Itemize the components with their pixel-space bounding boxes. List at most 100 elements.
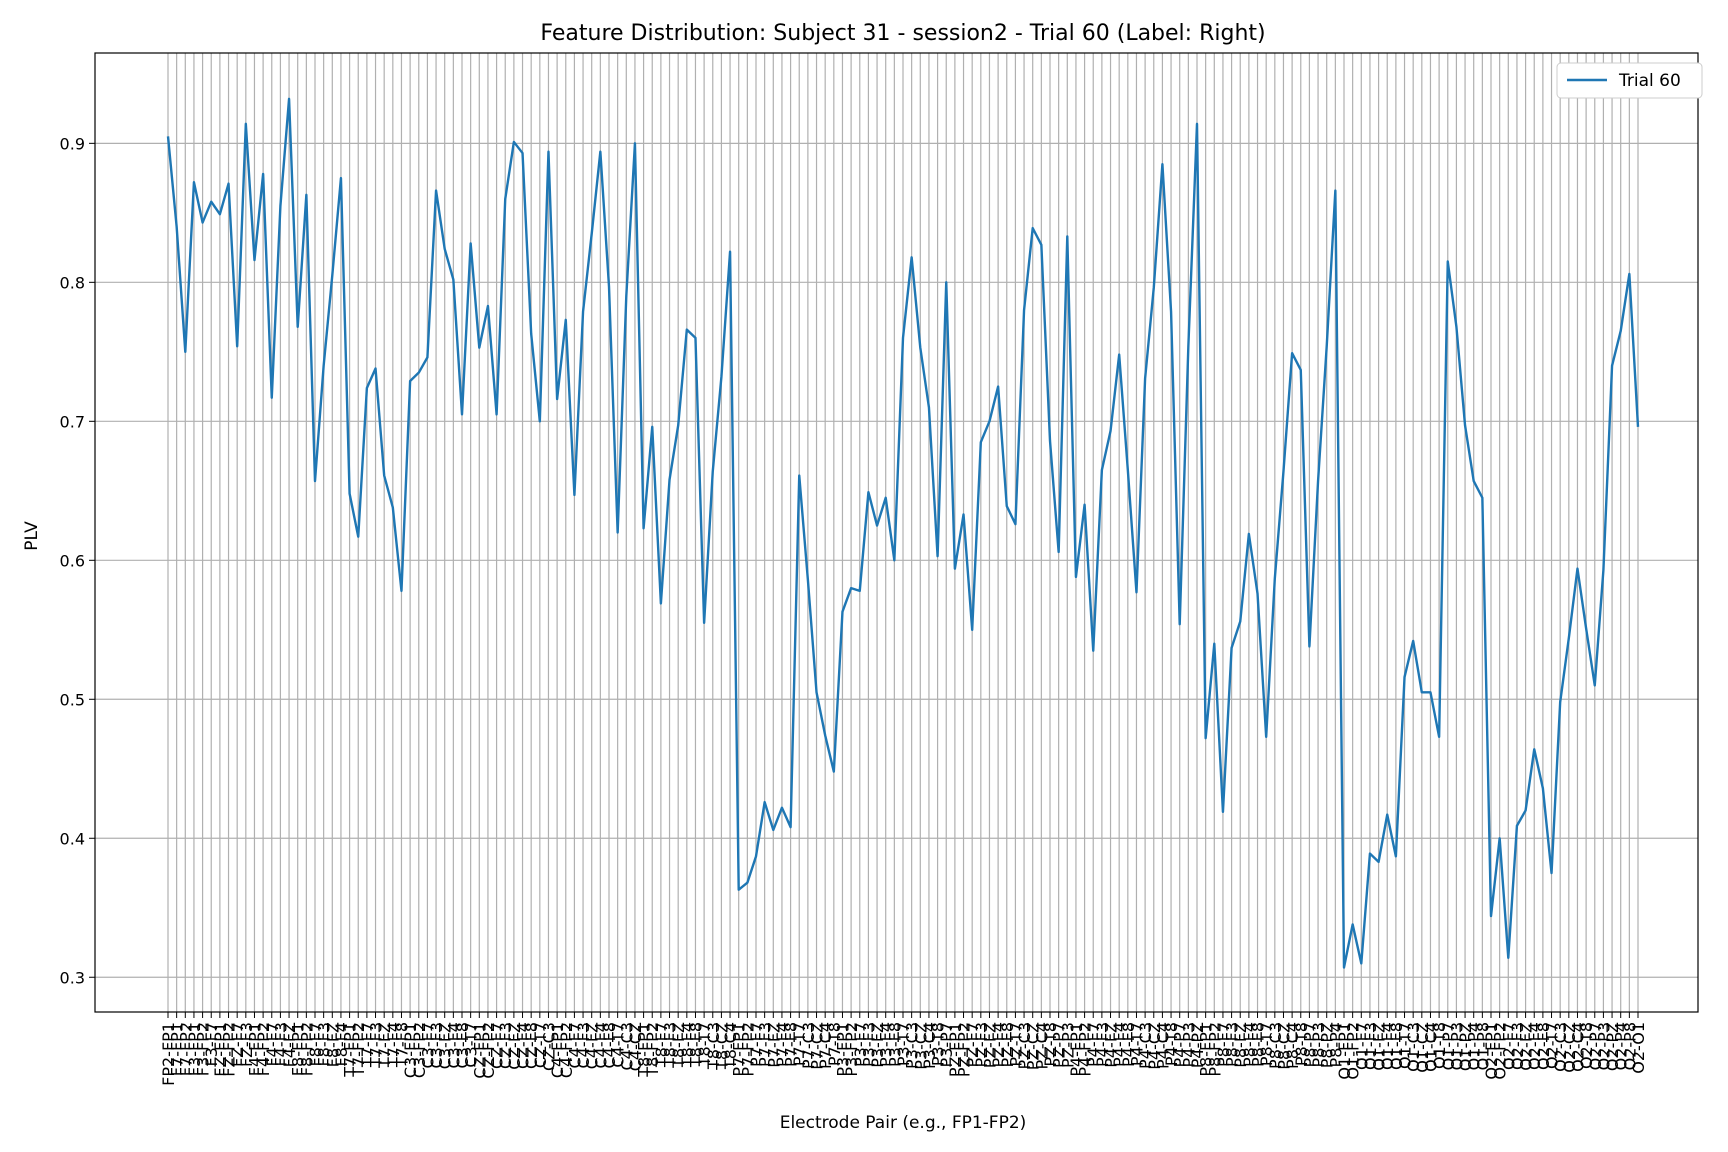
data-point [712, 471, 714, 473]
x-tick-label: O2-P7 [1586, 1022, 1605, 1070]
y-tick-label: 0.6 [60, 551, 85, 570]
x-tick-label: O1-C4 [1421, 1022, 1440, 1072]
data-point [1291, 352, 1293, 354]
x-tick-label: C3-T7 [462, 1022, 481, 1068]
x-tick-label: FZ-FP1 [211, 1022, 230, 1077]
x-tick-label: PZ-P3 [1058, 1022, 1077, 1068]
data-point [435, 190, 437, 192]
data-point [1343, 967, 1345, 969]
x-tick-label: O1-F4 [1378, 1022, 1397, 1070]
data-point [1378, 861, 1380, 863]
x-tick-label: P7-T8 [825, 1022, 844, 1066]
y-tick-label: 0.3 [60, 968, 85, 987]
data-point [850, 587, 852, 589]
x-tick-label: P8-F3 [1223, 1022, 1242, 1067]
data-point [1015, 523, 1017, 525]
x-tick-label: F8-F4 [332, 1022, 351, 1067]
data-point [1352, 924, 1354, 926]
y-axis: 0.3 0.4 0.5 0.6 0.7 0.8 0.9 [60, 134, 95, 987]
data-point [600, 151, 602, 153]
legend-label: Trial 60 [1618, 71, 1681, 91]
data-point [1309, 646, 1311, 648]
data-point [228, 183, 230, 185]
data-point [1637, 426, 1639, 428]
data-point [496, 414, 498, 416]
data-point [323, 365, 325, 367]
data-point [997, 386, 999, 388]
data-point [280, 205, 282, 207]
x-tick-label: PZ-C4 [1032, 1022, 1051, 1069]
x-axis: FP2-FP1F7-FP1F7-FP2F3-FP1F3-FP2F3-F7FZ-F… [159, 1012, 1648, 1086]
data-point [790, 826, 792, 828]
data-point [1447, 261, 1449, 263]
x-tick-label: PZ-C3 [1015, 1022, 1034, 1069]
x-tick-label: T8-F4 [678, 1022, 697, 1068]
data-point [1222, 811, 1224, 813]
data-point [1473, 480, 1475, 482]
data-point [911, 257, 913, 259]
x-tick-label: O2-O1 [1629, 1022, 1648, 1074]
data-point [1231, 647, 1233, 649]
data-point [798, 475, 800, 477]
x-tick-label: O2-F3 [1508, 1022, 1527, 1070]
x-tick-label: O1-C3 [1404, 1022, 1423, 1072]
data-point [1041, 244, 1043, 246]
data-point [366, 387, 368, 389]
x-tick-label: C4-FP2 [557, 1022, 576, 1078]
data-point [340, 177, 342, 179]
chart-title: Feature Distribution: Subject 31 - sessi… [540, 21, 1265, 46]
x-tick-label: O1-P8 [1473, 1022, 1492, 1070]
data-point [1075, 576, 1077, 578]
data-point [487, 305, 489, 307]
x-tick-label: T7-FP1 [341, 1022, 360, 1078]
data-point [288, 98, 290, 100]
x-tick-label: P8-P4 [1326, 1022, 1345, 1067]
data-point [1205, 737, 1207, 739]
x-tick-label: P8-PZ [1318, 1022, 1337, 1068]
data-point [816, 692, 818, 694]
data-point [1542, 787, 1544, 789]
x-tick-label: P8-T7 [1257, 1022, 1276, 1066]
x-tick-label: O1-FP2 [1344, 1022, 1363, 1080]
data-point [764, 801, 766, 803]
data-point [1559, 701, 1561, 703]
data-point [738, 889, 740, 891]
data-point [1084, 504, 1086, 506]
y-tick-label: 0.5 [60, 690, 85, 709]
x-tick-label: CZ-F4 [514, 1022, 533, 1069]
x-tick-label: CZ-F8 [522, 1022, 541, 1069]
x-tick-label: C3-F4 [444, 1022, 463, 1069]
data-point [245, 123, 247, 125]
x-tick-label: FZ-F7 [228, 1022, 247, 1067]
data-point [539, 421, 541, 423]
data-point [1110, 430, 1112, 432]
x-tick-label: O1-F3 [1361, 1022, 1380, 1070]
x-tick-label: C3-F3 [427, 1022, 446, 1069]
data-point [219, 213, 221, 215]
data-point [919, 347, 921, 349]
data-point [971, 629, 973, 631]
x-tick-label: F3-FP1 [185, 1022, 204, 1076]
x-tick-label: T7-F8 [392, 1022, 411, 1068]
x-tick-label: F8-FZ [323, 1022, 342, 1067]
data-point [297, 326, 299, 328]
data-point [1092, 650, 1094, 652]
x-tick-label: P8-C3 [1266, 1022, 1285, 1069]
data-point [1516, 825, 1518, 827]
x-tick-label: F3-FP2 [194, 1022, 213, 1076]
x-tick-label: O2-CZ [1560, 1022, 1579, 1073]
data-point [1179, 623, 1181, 625]
data-point [392, 507, 394, 509]
plot-frame [94, 52, 1699, 1013]
data-point [1283, 471, 1285, 473]
data-point [184, 351, 186, 353]
x-tick-label: F4-F3 [271, 1022, 290, 1067]
data-point [271, 397, 273, 399]
x-tick-label: P3-P7 [937, 1022, 956, 1067]
x-tick-label: P4-C4 [1153, 1022, 1172, 1069]
data-point [1300, 369, 1302, 371]
x-tick-label: F4-FZ [280, 1022, 299, 1067]
x-tick-label: P7-FP2 [738, 1022, 757, 1077]
data-point [1629, 273, 1631, 275]
data-point [1577, 568, 1579, 570]
